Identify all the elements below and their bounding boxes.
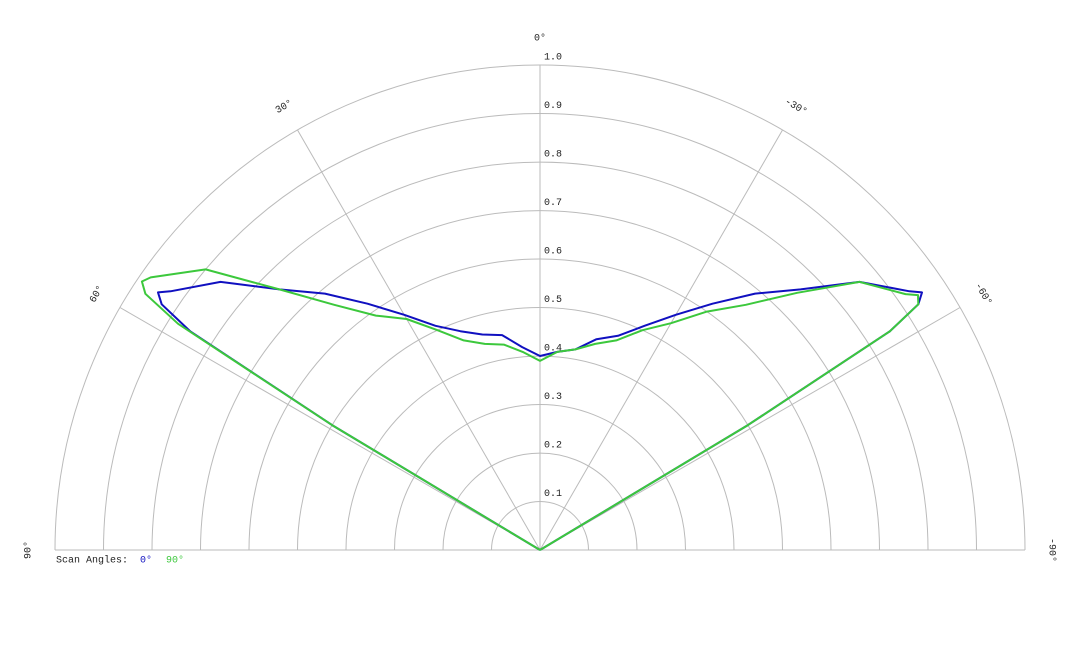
legend-title: Scan Angles: <box>56 555 128 567</box>
r-tick-label: 0.7 <box>544 198 562 209</box>
r-tick-label: 1.0 <box>544 53 562 64</box>
r-tick-label: 0.9 <box>544 101 562 112</box>
theta-tick-label: 0° <box>534 33 546 45</box>
r-tick-label: 0.8 <box>544 150 562 161</box>
grid-spoke <box>539 307 961 551</box>
r-tick-label: 0.1 <box>544 489 562 500</box>
r-tick-label: 0.6 <box>544 247 562 258</box>
legend-entry: 0° <box>140 555 152 567</box>
series-line <box>140 268 920 551</box>
legend-entry: 90° <box>166 555 184 567</box>
r-tick-label: 0.4 <box>544 344 562 355</box>
theta-tick-label: 30° <box>274 97 296 116</box>
theta-tick-label: -90° <box>1045 538 1057 562</box>
grid-spoke <box>539 129 783 551</box>
theta-tick-label: 90° <box>23 541 35 559</box>
r-tick-label: 0.2 <box>544 441 562 452</box>
grid-spoke <box>297 129 541 551</box>
theta-tick-label: 60° <box>87 284 106 306</box>
r-tick-label: 0.5 <box>544 295 562 306</box>
theta-tick-label: -60° <box>972 281 994 308</box>
grid-spoke <box>119 307 541 551</box>
r-tick-label: 0.3 <box>544 392 562 403</box>
theta-tick-label: -30° <box>782 96 809 118</box>
series-line <box>157 280 923 551</box>
